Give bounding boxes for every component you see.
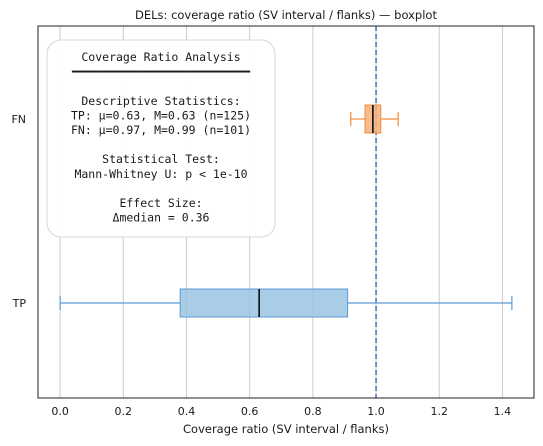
x-tick-label: 0.4: [178, 405, 196, 418]
x-tick-label: 0.6: [241, 405, 259, 418]
box-tp: [59, 288, 513, 318]
x-axis-label: Coverage ratio (SV interval / flanks): [183, 422, 389, 436]
x-tick-label: 1.2: [430, 405, 448, 418]
annotation-line: Mann-Whitney U: p < 1e-10: [74, 167, 247, 181]
annotation-line: Δmedian = 0.36: [113, 211, 210, 225]
annotation-line: Statistical Test:: [102, 152, 220, 166]
x-tick-label: 1.4: [494, 405, 512, 418]
plot-frame: [37, 25, 535, 399]
annotation-line: Descriptive Statistics:: [81, 94, 240, 108]
annotation-box: Coverage Ratio Analysis━━━━━━━━━━━━━━━━━…: [46, 39, 276, 238]
y-tick-label: TP: [12, 297, 27, 310]
chart-title: DELs: coverage ratio (SV interval / flan…: [135, 8, 437, 22]
x-tick-label: 1.0: [367, 405, 385, 418]
annotation-line: ━━━━━━━━━━━━━━━━━━━━: [71, 65, 252, 79]
box-iqr: [179, 288, 349, 318]
y-axis-ticks: TP FN: [11, 113, 26, 310]
annotation-line: FN: μ=0.97, M=0.99 (n=101): [71, 123, 251, 137]
x-tick-label: 0.0: [51, 405, 69, 418]
annotation-line: TP: μ=0.63, M=0.63 (n=125): [71, 108, 251, 122]
annotation-background: [46, 39, 276, 238]
box-fn: [350, 104, 399, 134]
y-tick-label: FN: [11, 113, 26, 126]
annotation-line: Coverage Ratio Analysis: [81, 50, 240, 64]
x-tick-label: 0.8: [304, 405, 322, 418]
x-axis-ticks: 0.0 0.2 0.4 0.6 0.8 1.0 1.2 1.4: [51, 405, 511, 418]
plot-elements: [59, 26, 513, 398]
annotation-line: Effect Size:: [119, 196, 202, 210]
x-tick-label: 0.2: [115, 405, 133, 418]
